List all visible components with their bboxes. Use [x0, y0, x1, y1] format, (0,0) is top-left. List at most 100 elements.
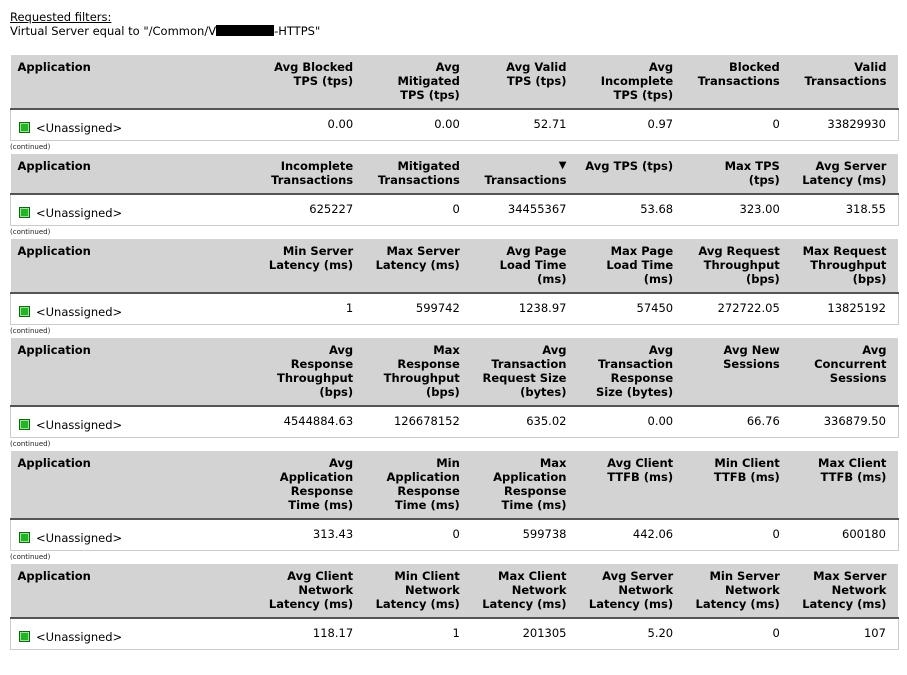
application-cell: <Unassigned> [10, 293, 259, 325]
header-text: Avg Response Throughput (bps) [277, 343, 354, 399]
cell-text: 323.00 [739, 202, 780, 216]
column-header: Avg Transaction Request Size (bytes) [471, 338, 579, 407]
status-icon [19, 532, 30, 543]
header-text: Max Server Network Latency (ms) [802, 569, 887, 611]
header-text: Avg Concurrent Sessions [814, 343, 887, 385]
column-header: Application [10, 338, 259, 407]
cell-text: <Unassigned> [36, 305, 123, 319]
header-text: Mitigated Transactions [377, 159, 460, 187]
cell-text: <Unassigned> [36, 418, 123, 432]
value-cell: 0 [365, 194, 472, 226]
column-header: Avg Response Throughput (bps) [258, 338, 366, 407]
cell-text: 13825192 [827, 301, 886, 315]
cell-text: 272722.05 [717, 301, 780, 315]
condition-prefix: Virtual Server equal to "/Common/V [10, 24, 217, 38]
value-cell: 201305 [471, 618, 579, 650]
value-cell: 57450 [578, 293, 686, 325]
cell-text: 4544884.63 [283, 414, 354, 428]
value-cell: 635.02 [471, 406, 579, 438]
column-header: Avg TPS (tps) [578, 154, 686, 195]
cell-text: 318.55 [845, 202, 886, 216]
header-text: Avg Application Response Time (ms) [279, 456, 354, 512]
value-cell: 336879.50 [791, 406, 899, 438]
cell-text: 0 [772, 527, 780, 541]
column-header: Incomplete Transactions [258, 154, 366, 195]
value-cell: 272722.05 [685, 293, 792, 325]
column-header: Mitigated Transactions [365, 154, 472, 195]
cell-text: 126678152 [393, 414, 460, 428]
header-text: Max Application Response Time (ms) [493, 456, 567, 512]
value-cell: 318.55 [791, 194, 899, 226]
cell-text: 1 [452, 626, 460, 640]
status-icon [19, 419, 30, 430]
tables: Application Avg Blocked TPS (tps) Avg Miti… [10, 55, 899, 650]
header-text: Max Page Load Time (ms) [606, 244, 674, 286]
continued-note: (continued) [10, 553, 51, 561]
value-cell: 5.20 [578, 618, 686, 650]
value-cell: 1238.97 [471, 293, 579, 325]
header-row: Application Avg Response Throughput (bps)… [10, 338, 899, 407]
header-text: Avg TPS (tps) [585, 159, 674, 173]
data-row: <Unassigned> 313.43 0 599738 442.06 0 600180 [10, 519, 899, 551]
cell-text: <Unassigned> [36, 531, 123, 545]
column-header: Min Application Response Time (ms) [365, 451, 472, 520]
metrics-table: Application Min Server Latency (ms) Max Se… [10, 239, 899, 325]
cell-text: 66.76 [746, 414, 780, 428]
metrics-table: Application Avg Client Network Latency (m… [10, 564, 899, 650]
continued-note: (continued) [10, 143, 51, 151]
status-icon [19, 122, 30, 133]
column-header: Min Server Network Latency (ms) [685, 564, 792, 619]
cell-text: <Unassigned> [36, 630, 123, 644]
header-text: Transactions [484, 173, 567, 187]
column-header: Avg Transaction Response Size (bytes) [578, 338, 686, 407]
value-cell: 1 [258, 293, 366, 325]
application-cell: <Unassigned> [10, 519, 259, 551]
metrics-table: Application Avg Application Response Time… [10, 451, 899, 551]
header-text: Max Client TTFB (ms) [818, 456, 887, 484]
value-cell: 34455367 [471, 194, 579, 226]
cell-text: 118.17 [312, 626, 354, 640]
cell-text: 0 [772, 626, 780, 640]
value-cell: 599738 [471, 519, 579, 551]
data-row: <Unassigned> 625227 0 34455367 53.68 323.00 31… [10, 194, 899, 226]
column-header: Min Server Latency (ms) [258, 239, 366, 294]
data-row: <Unassigned> 118.17 1 201305 5.20 0 107 [10, 618, 899, 650]
column-header: Max Client TTFB (ms) [791, 451, 899, 520]
column-header: Avg Request Throughput (bps) [685, 239, 792, 294]
column-header: Avg Application Response Time (ms) [258, 451, 366, 520]
column-header: Max Client Network Latency (ms) [471, 564, 579, 619]
cell-text: 52.71 [533, 117, 567, 131]
cell-text: 336879.50 [823, 414, 886, 428]
header-text: Avg Transaction Response Size (bytes) [596, 343, 674, 399]
column-header: Max TPS (tps) [685, 154, 792, 195]
header-text: Application [17, 569, 91, 583]
continued-note: (continued) [10, 228, 51, 236]
value-cell: 118.17 [258, 618, 366, 650]
value-cell: 13825192 [791, 293, 899, 325]
cell-text: 201305 [522, 626, 567, 640]
condition-suffix: -HTTPS" [274, 24, 321, 38]
filters-title: Requested filters: [10, 10, 112, 24]
data-row: <Unassigned> 1 599742 1238.97 57450 272722.05… [10, 293, 899, 325]
header-text: Min Client Network Latency (ms) [375, 569, 460, 611]
continued-note: (continued) [10, 440, 51, 448]
header-text: Max Request Throughput (bps) [802, 244, 887, 286]
header-text: Avg Server Latency (ms) [802, 159, 887, 187]
header-row: Application Avg Client Network Latency (m… [10, 564, 899, 619]
header-text: Application [17, 343, 91, 357]
data-row: <Unassigned> 0.00 0.00 52.71 0.97 0 33829930 [10, 109, 899, 141]
cell-text: 599742 [415, 301, 460, 315]
value-cell: 0 [685, 109, 792, 141]
column-header: Min Client Network Latency (ms) [365, 564, 472, 619]
cell-text: <Unassigned> [36, 121, 123, 135]
header-text: Avg Client Network Latency (ms) [268, 569, 354, 611]
value-cell: 126678152 [365, 406, 472, 438]
header-text: Blocked Transactions [697, 60, 780, 88]
value-cell: 323.00 [685, 194, 792, 226]
cell-text: 57450 [636, 301, 674, 315]
value-cell: 1 [365, 618, 472, 650]
metrics-table: Application Incomplete Transactions Mitiga… [10, 154, 899, 226]
column-header: Avg Client TTFB (ms) [578, 451, 686, 520]
continued-note: (continued) [10, 327, 51, 335]
value-cell: 66.76 [685, 406, 792, 438]
